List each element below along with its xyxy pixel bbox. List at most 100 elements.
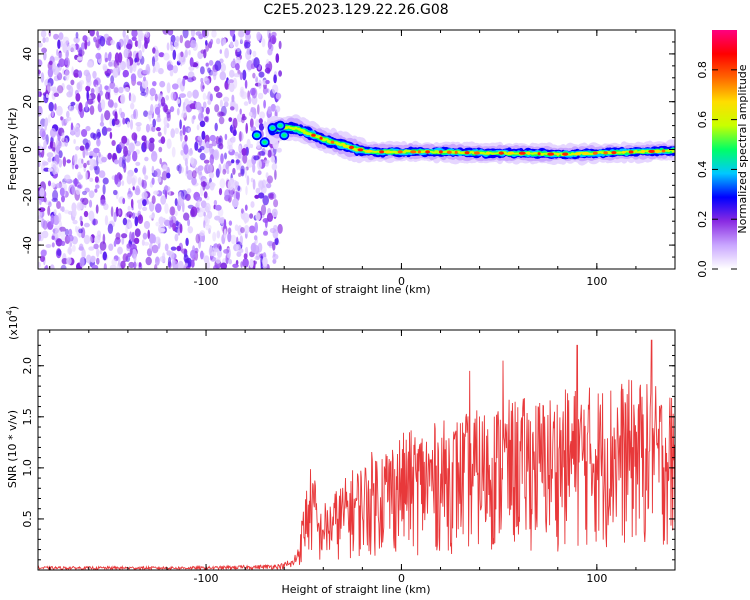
- noise-speck: [155, 203, 162, 214]
- noise-speck: [172, 222, 177, 232]
- noise-speck: [91, 264, 99, 269]
- noise-speck: [47, 180, 52, 187]
- noise-speck: [243, 253, 248, 260]
- noise-speck: [68, 246, 72, 255]
- noise-speck: [250, 242, 257, 253]
- noise-speck: [88, 199, 93, 208]
- noise-speck: [126, 121, 130, 128]
- noise-speck: [158, 146, 163, 153]
- noise-speck: [99, 36, 106, 47]
- noise-speck: [198, 112, 204, 122]
- noise-speck: [223, 101, 229, 108]
- noise-speck: [217, 243, 222, 250]
- noise-speck: [255, 212, 261, 221]
- noise-speck: [219, 178, 226, 189]
- noise-speck: [142, 69, 149, 75]
- noise-speck: [254, 194, 260, 199]
- noise-speck: [126, 211, 133, 218]
- noise-speck: [163, 52, 170, 61]
- noise-speck: [272, 258, 277, 264]
- noise-speck: [129, 231, 133, 242]
- noise-speck: [43, 197, 47, 203]
- noise-speck: [143, 76, 146, 82]
- noise-speck: [251, 87, 258, 99]
- noise-speck: [111, 140, 116, 146]
- noise-speck: [261, 38, 266, 48]
- noise-speck: [132, 61, 137, 73]
- track-core: [319, 136, 323, 140]
- noise-speck: [59, 226, 66, 232]
- noise-speck: [157, 176, 162, 183]
- noise-speck: [150, 95, 154, 101]
- noise-speck: [159, 80, 166, 88]
- noise-speck: [202, 92, 207, 101]
- noise-speck: [197, 200, 201, 206]
- noise-speck: [229, 106, 235, 111]
- snr-series-line: [38, 339, 675, 570]
- noise-speck: [99, 249, 103, 255]
- noise-speck: [95, 84, 99, 94]
- noise-speck: [81, 129, 88, 137]
- track-core: [574, 152, 582, 156]
- noise-speck: [122, 253, 128, 263]
- snr-frame: [37, 329, 676, 571]
- noise-speck: [219, 99, 223, 108]
- noise-speck: [121, 135, 128, 144]
- multiplier-base: (x10: [7, 315, 20, 340]
- noise-speck: [223, 219, 227, 229]
- noise-speck: [190, 39, 197, 49]
- noise-speck: [242, 113, 246, 119]
- track-core: [348, 145, 355, 149]
- noise-speck: [170, 215, 177, 224]
- noise-speck: [274, 169, 277, 180]
- noise-speck: [137, 39, 142, 49]
- noise-speck: [234, 151, 239, 156]
- colorbar-tick-label: 0.8: [696, 61, 709, 79]
- noise-speck: [113, 240, 117, 247]
- noise-speck: [188, 148, 194, 156]
- noise-speck: [78, 49, 85, 57]
- noise-speck: [45, 244, 52, 248]
- track-core: [365, 149, 373, 153]
- track-core: [342, 143, 346, 147]
- noise-speck: [72, 244, 76, 252]
- noise-speck: [272, 251, 276, 257]
- noise-speck: [228, 220, 233, 226]
- noise-speck: [230, 234, 237, 245]
- noise-speck: [185, 237, 189, 247]
- noise-speck: [135, 161, 141, 166]
- noise-speck: [45, 36, 49, 43]
- noise-speck: [107, 152, 112, 160]
- noise-speck: [149, 201, 155, 212]
- noise-speck: [213, 247, 219, 253]
- noise-speck: [99, 83, 103, 93]
- noise-speck: [52, 164, 57, 176]
- track-core: [397, 150, 403, 154]
- noise-speck: [242, 69, 247, 81]
- noise-speck: [225, 163, 229, 170]
- noise-speck: [95, 52, 102, 60]
- x-tick-label: 0: [398, 275, 405, 288]
- noise-speck: [152, 118, 156, 128]
- noise-speck: [88, 210, 95, 222]
- noise-speck: [85, 171, 88, 181]
- noise-speck: [151, 125, 156, 132]
- noise-speck: [213, 149, 220, 161]
- track-core: [384, 150, 392, 154]
- noise-speck: [274, 237, 279, 246]
- chart-title: C2E5.2023.129.22.26.G08: [263, 2, 448, 18]
- noise-speck: [73, 139, 76, 144]
- noise-speck: [211, 30, 217, 38]
- noise-speck: [207, 163, 213, 173]
- track-core: [592, 151, 598, 155]
- noise-speck: [253, 57, 260, 69]
- noise-speck: [240, 227, 245, 234]
- noise-speck: [72, 219, 78, 225]
- track-core: [446, 150, 452, 154]
- noise-speck: [130, 73, 137, 82]
- noise-speck: [102, 184, 106, 195]
- noise-speck: [113, 102, 118, 109]
- noise-speck: [249, 118, 254, 128]
- noise-speck: [82, 148, 86, 159]
- noise-speck: [276, 147, 282, 153]
